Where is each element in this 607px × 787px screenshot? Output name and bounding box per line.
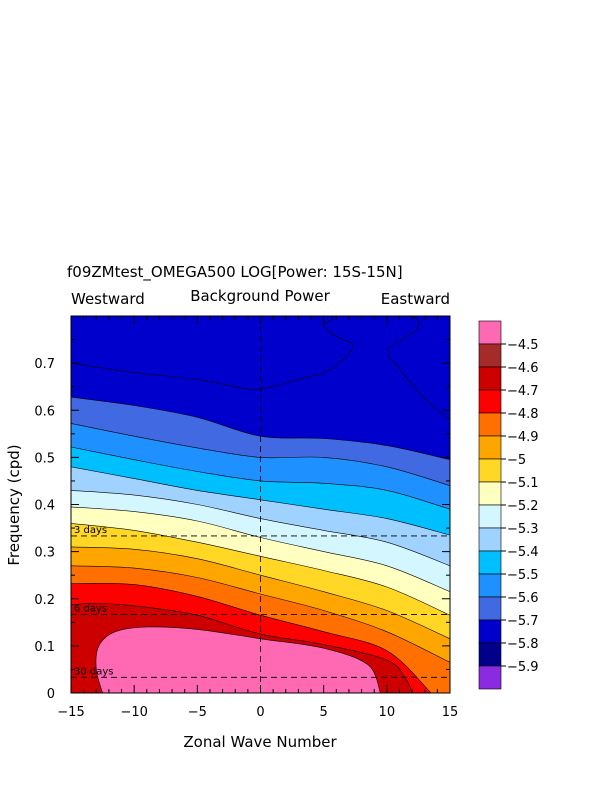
period-label: 6 days — [74, 603, 107, 614]
colorbar-swatch — [478, 481, 502, 506]
eastward-label: Eastward — [381, 290, 450, 308]
contour-line-right-region — [388, 316, 450, 420]
colorbar-label: −4.6 — [507, 361, 539, 376]
colorbar-label: −5.6 — [507, 591, 539, 606]
period-label: 30 days — [74, 666, 114, 677]
x-tick-label-layer: −15 −10 −5 0 5 10 15 — [57, 705, 458, 720]
colorbar-swatch — [478, 596, 502, 621]
x-axis-title: Zonal Wave Number — [183, 733, 337, 751]
colorbar-label: −5.1 — [507, 476, 539, 491]
contour-fill-top-region — [71, 316, 353, 390]
colorbar-swatch — [478, 504, 502, 529]
colorbar-swatch — [478, 320, 502, 345]
x-tick-label: −5 — [188, 705, 207, 720]
x-tick-label: −15 — [57, 705, 84, 720]
y-tick-label: 0.6 — [34, 404, 55, 419]
colorbar-label: −5.9 — [507, 660, 539, 675]
chart-title: f09ZMtest_OMEGA500 LOG[Power: 15S-15N] — [67, 263, 403, 282]
axis-tick-layer — [70, 316, 451, 694]
colorbar-swatch — [478, 573, 502, 598]
contour-line — [71, 565, 450, 663]
x-tick-label: −10 — [120, 705, 147, 720]
colorbar-swatch — [478, 389, 502, 414]
y-tick-label: 0.7 — [34, 357, 55, 372]
period-label: 3 days — [74, 525, 107, 536]
colorbar-swatch — [478, 343, 502, 368]
contour-line — [71, 583, 432, 693]
colorbar-label: −5 — [507, 453, 526, 468]
colorbar-swatch — [478, 527, 502, 552]
colorbar-label: −4.9 — [507, 430, 539, 445]
y-tick-label: 0 — [47, 687, 55, 702]
contour-line — [95, 626, 381, 693]
colorbar-swatch — [478, 642, 502, 667]
colorbar-label: −5.7 — [507, 614, 539, 629]
x-tick-label: 5 — [320, 705, 328, 720]
y-axis-title: Frequency (cpd) — [5, 444, 23, 565]
y-tick-label: 0.3 — [34, 546, 55, 561]
y-tick-label: 0.5 — [34, 451, 55, 466]
colorbar-swatch — [478, 665, 502, 690]
colorbar-label: −5.8 — [507, 637, 539, 652]
x-tick-label: 0 — [256, 705, 264, 720]
chart-subtitle: Background Power — [190, 287, 330, 305]
y-tick-label: 0.1 — [34, 640, 55, 655]
y-tick-label: 0.2 — [34, 593, 55, 608]
colorbar-swatch — [478, 435, 502, 460]
colorbar-swatch — [478, 458, 502, 483]
colorbar-label: −5.4 — [507, 545, 539, 560]
colorbar-label: −5.2 — [507, 499, 539, 514]
contour-fill-right-region — [388, 316, 450, 420]
colorbar-label: −4.7 — [507, 384, 539, 399]
colorbar — [478, 320, 502, 690]
contour-line-top-region — [71, 316, 354, 391]
colorbar-label: −4.5 — [507, 338, 539, 353]
x-tick-label: 10 — [379, 705, 396, 720]
colorbar-label-layer: −4.5 −4.6 −4.7 −4.8 −4.9 −5 −5.1 −5.2 −5.3 −5.4 −5… — [501, 338, 539, 675]
colorbar-label: −5.5 — [507, 568, 539, 583]
colorbar-label: −4.8 — [507, 407, 539, 422]
colorbar-swatch — [478, 412, 502, 437]
westward-label: Westward — [71, 290, 145, 308]
y-tick-label-layer: 0 0.1 0.2 0.3 0.4 0.5 0.6 0.7 — [34, 357, 55, 702]
colorbar-label: −5.3 — [507, 522, 539, 537]
y-tick-label: 0.4 — [34, 499, 55, 514]
contour-line — [71, 603, 413, 693]
reference-line-layer — [71, 316, 450, 693]
x-tick-label: 15 — [442, 705, 459, 720]
colorbar-swatch — [478, 550, 502, 575]
colorbar-swatch — [478, 366, 502, 391]
period-label-layer: 3 days 6 days 30 days — [74, 525, 114, 677]
colorbar-swatch — [478, 619, 502, 644]
contour-line — [71, 546, 450, 640]
